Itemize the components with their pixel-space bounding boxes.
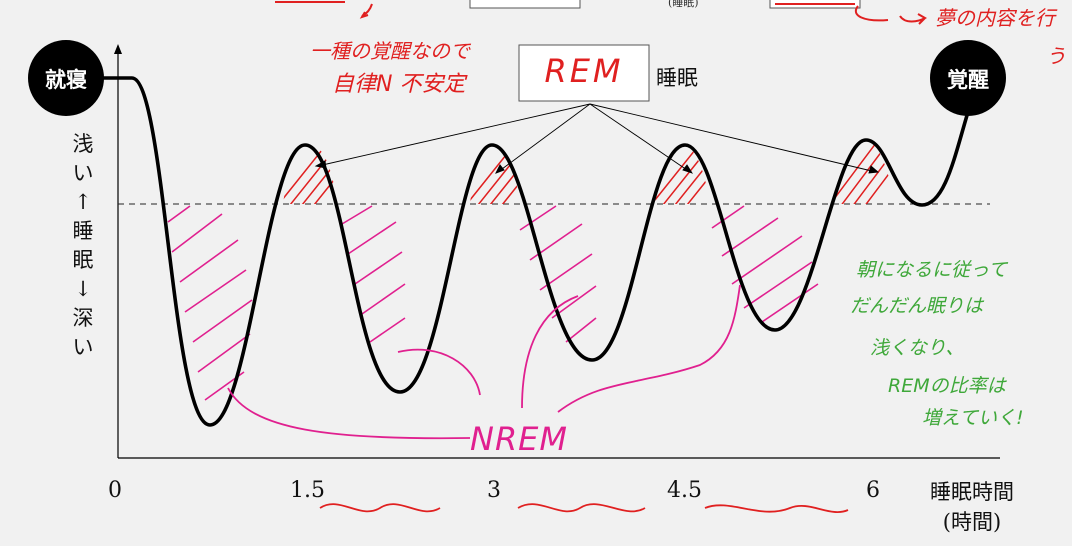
wake-label: 覚醒 xyxy=(947,68,989,92)
red-note-line2: 自律N 不安定 xyxy=(332,72,466,97)
tick-underlines xyxy=(319,503,849,513)
green-note-line: REMの比率は xyxy=(888,375,1006,397)
y-axis-char: 深 xyxy=(72,306,94,330)
x-tick-1.5: 1.5 xyxy=(290,478,325,503)
nrem-annotation: NREM xyxy=(470,420,568,458)
green-note-line: 浅くなり、 xyxy=(870,337,965,359)
nrem-hatch xyxy=(167,205,819,401)
rem-hatch xyxy=(283,140,896,204)
y-axis-char: い xyxy=(72,335,94,359)
top-center-small-label: (睡眠) xyxy=(668,0,699,9)
top-right-red-note-cont: う xyxy=(1046,44,1066,68)
green-note-line: だんだん眠りは xyxy=(850,295,984,317)
top-right-red-note: 夢の内容を行 xyxy=(935,6,1055,30)
rem-box-label: 睡眠 xyxy=(656,66,698,90)
x-axis-label-line1: 睡眠時間 xyxy=(930,480,1014,504)
y-axis-char: 眠 xyxy=(72,248,94,272)
x-axis-label: 睡眠時間 (時間) xyxy=(912,477,1032,537)
sleep-onset-label: 就寝 xyxy=(45,68,87,92)
green-note-line: 増えていく! xyxy=(922,407,1024,429)
red-note-line1: 一種の覚醒なので xyxy=(310,39,470,63)
rem-handwritten: REM xyxy=(544,52,624,90)
green-note-line: 朝になるに従って xyxy=(856,259,1008,281)
red-note: 一種の覚醒なので 自律N 不安定 xyxy=(310,34,470,102)
y-axis-char: ↓ xyxy=(74,277,92,301)
x-tick-6: 6 xyxy=(866,478,880,503)
x-axis-label-line2: (時間) xyxy=(942,510,1002,534)
sleep-depth-curve xyxy=(72,76,970,427)
nrem-pointer-curves xyxy=(227,284,741,440)
y-axis-char: 浅 xyxy=(72,132,94,156)
rem-box xyxy=(518,44,650,102)
x-tick-4.5: 4.5 xyxy=(667,478,702,503)
axes xyxy=(114,44,1000,459)
rem-pointer-arrows xyxy=(314,103,880,174)
x-tick-0: 0 xyxy=(108,478,122,503)
top-clipped-marks xyxy=(275,0,928,25)
y-axis-char: い xyxy=(72,161,94,185)
y-axis-label: 浅 い ↑ 睡 眠 ↓ 深 い xyxy=(68,130,98,362)
sleep-onset-badge xyxy=(28,40,104,116)
y-axis-char: 睡 xyxy=(72,219,94,243)
x-tick-3: 3 xyxy=(487,478,501,503)
y-axis-char: ↑ xyxy=(74,190,92,214)
wake-badge xyxy=(930,40,1006,116)
